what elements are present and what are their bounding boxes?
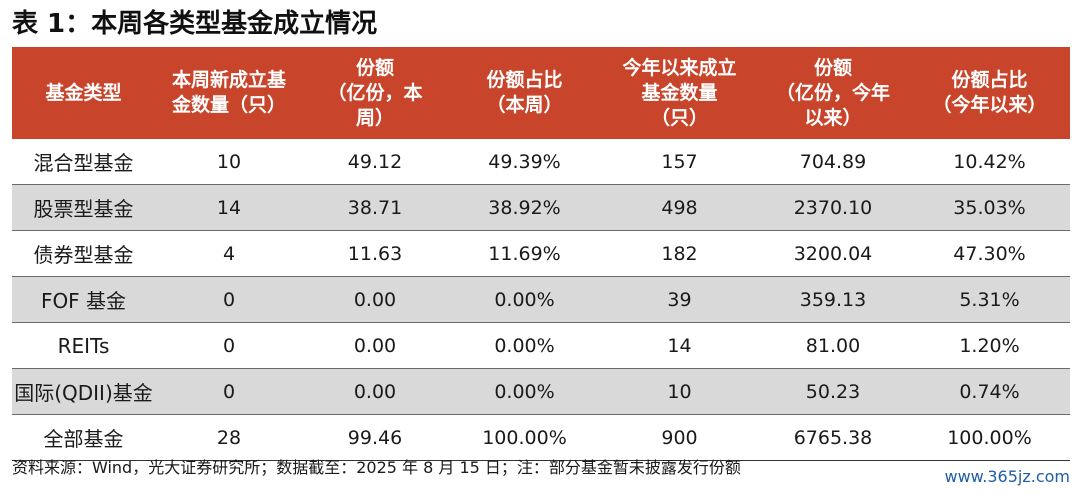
cell-count-ytd: 10 [602,368,757,415]
col-header-count-ytd: 今年以来成立 基金数量 （只） [602,47,757,139]
cell-share-week: 49.12 [303,139,447,185]
cell-fund-type: 全部基金 [12,414,155,461]
watermark: www.365jz.com [942,466,1072,488]
cell-share-ytd: 359.13 [757,276,909,323]
cell-share-ytd: 50.23 [757,368,909,415]
cell-fund-type: REITs [12,322,155,369]
cell-ratio-week: 0.00% [447,368,602,415]
cell-fund-type: FOF 基金 [12,276,155,323]
cell-share-week: 38.71 [303,184,447,231]
cell-new-count-week: 14 [155,184,303,231]
cell-new-count-week: 4 [155,230,303,277]
table-row: REITs 0 0.00 0.00% 14 81.00 1.20% [12,322,1070,369]
cell-ratio-ytd: 5.31% [909,276,1070,323]
cell-fund-type: 股票型基金 [12,184,155,231]
cell-ratio-week: 0.00% [447,322,602,369]
table-row: 债券型基金 4 11.63 11.69% 182 3200.04 47.30% [12,230,1070,277]
cell-share-week: 11.63 [303,230,447,277]
cell-fund-type: 债券型基金 [12,230,155,277]
cell-ratio-ytd: 1.20% [909,322,1070,369]
cell-ratio-ytd: 100.00% [909,414,1070,461]
fund-table: 基金类型 本周新成立基 金数量（只） 份额 （亿份，本 周） 份额占比 （本周）… [12,47,1070,461]
cell-ratio-week: 38.92% [447,184,602,231]
table-row: FOF 基金 0 0.00 0.00% 39 359.13 5.31% [12,276,1070,323]
col-header-ratio-ytd: 份额占比 （今年以来） [909,47,1070,139]
cell-count-ytd: 157 [602,139,757,185]
source-footnote: 资料来源：Wind，光大证券研究所；数据截至：2025 年 8 月 15 日；注… [12,458,741,477]
col-header-share-week: 份额 （亿份，本 周） [303,47,447,139]
cell-ratio-ytd: 35.03% [909,184,1070,231]
table-header-row: 基金类型 本周新成立基 金数量（只） 份额 （亿份，本 周） 份额占比 （本周）… [12,47,1070,139]
cell-count-ytd: 498 [602,184,757,231]
cell-ratio-week: 100.00% [447,414,602,461]
cell-count-ytd: 39 [602,276,757,323]
col-header-ratio-week: 份额占比 （本周） [447,47,602,139]
cell-share-ytd: 2370.10 [757,184,909,231]
table-title: 表 1：本周各类型基金成立情况 [12,9,378,39]
col-header-share-ytd: 份额 （亿份，今年 以来） [757,47,909,139]
cell-new-count-week: 0 [155,368,303,415]
cell-share-ytd: 704.89 [757,139,909,185]
cell-count-ytd: 900 [602,414,757,461]
cell-ratio-ytd: 0.74% [909,368,1070,415]
cell-ratio-week: 0.00% [447,276,602,323]
cell-new-count-week: 0 [155,276,303,323]
cell-share-week: 0.00 [303,368,447,415]
cell-count-ytd: 14 [602,322,757,369]
cell-new-count-week: 10 [155,139,303,185]
cell-share-ytd: 3200.04 [757,230,909,277]
cell-fund-type: 国际(QDII)基金 [12,368,155,415]
col-header-fund-type: 基金类型 [12,47,155,139]
cell-share-week: 0.00 [303,276,447,323]
cell-share-week: 0.00 [303,322,447,369]
cell-share-week: 99.46 [303,414,447,461]
cell-ratio-ytd: 10.42% [909,139,1070,185]
cell-fund-type: 混合型基金 [12,139,155,185]
table-row: 混合型基金 10 49.12 49.39% 157 704.89 10.42% [12,139,1070,185]
cell-ratio-week: 49.39% [447,139,602,185]
cell-new-count-week: 0 [155,322,303,369]
cell-ratio-ytd: 47.30% [909,230,1070,277]
table-row: 国际(QDII)基金 0 0.00 0.00% 10 50.23 0.74% [12,368,1070,415]
cell-share-ytd: 81.00 [757,322,909,369]
cell-ratio-week: 11.69% [447,230,602,277]
cell-count-ytd: 182 [602,230,757,277]
cell-new-count-week: 28 [155,414,303,461]
cell-share-ytd: 6765.38 [757,414,909,461]
col-header-new-count-week: 本周新成立基 金数量（只） [155,47,303,139]
table-row-total: 全部基金 28 99.46 100.00% 900 6765.38 100.00… [12,414,1070,461]
table-row: 股票型基金 14 38.71 38.92% 498 2370.10 35.03% [12,184,1070,231]
